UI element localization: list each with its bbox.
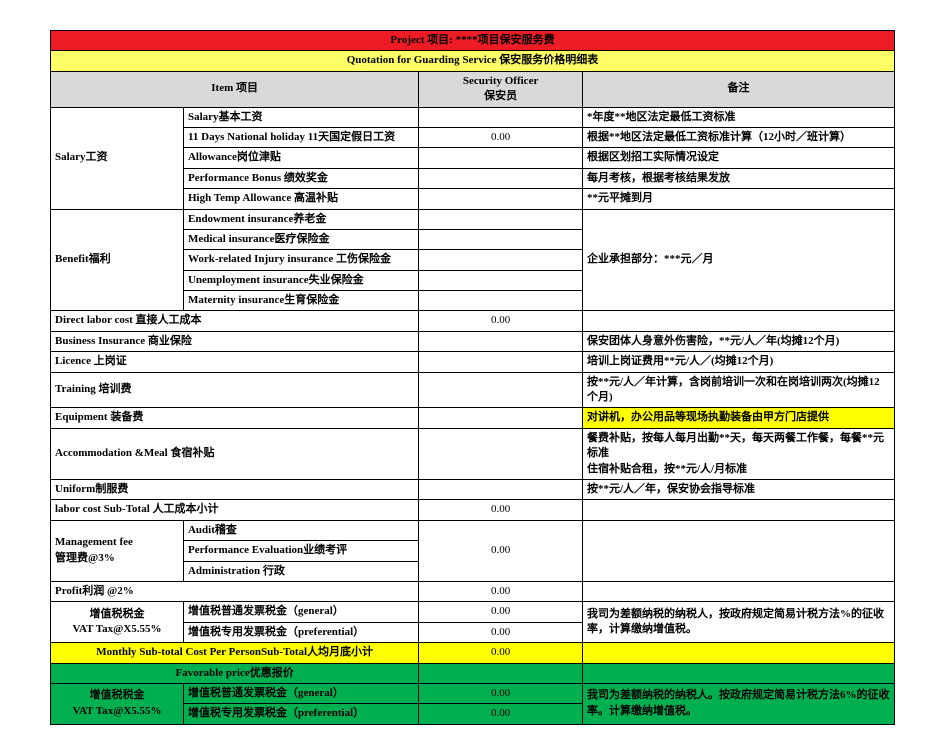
- accommodation-remark: 餐费补贴，按每人每月出勤**天，每天两餐工作餐，每餐**元标准 住宿补贴合租，按…: [582, 428, 894, 479]
- cell: [419, 352, 583, 372]
- labor-subtotal: labor cost Sub-Total 人工成本小计: [51, 500, 419, 520]
- cell: [582, 520, 894, 581]
- vat1-group: 增值税税金 VAT Tax@X5.55%: [51, 602, 184, 643]
- equipment: Equipment 装备费: [51, 408, 419, 428]
- mgmt-group: Management fee 管理费@3%: [51, 520, 184, 581]
- profit: Profit利润 @2%: [51, 581, 419, 601]
- salary-bonus-remark: 每月考核，根据考核结果发放: [582, 168, 894, 188]
- licence-remark: 培训上岗证费用**元/人／(均摊12个月): [582, 352, 894, 372]
- cell: [419, 428, 583, 479]
- vat1-general: 增值税普通发票税金（general）: [183, 602, 418, 622]
- cell: [419, 270, 583, 290]
- salary-hightemp: High Temp Allowance 高温补贴: [183, 189, 418, 209]
- cell: [419, 479, 583, 499]
- vat2-group: 增值税税金 VAT Tax@X5.55%: [51, 683, 184, 724]
- vat1-general-val: 0.00: [419, 602, 583, 622]
- benefit-unemployment: Unemployment insurance失业保险金: [183, 270, 418, 290]
- vat2-general-val: 0.00: [419, 683, 583, 703]
- uniform-remark: 按**元/人／年，保安协会指导标准: [582, 479, 894, 499]
- cell: [419, 331, 583, 351]
- cell: [419, 209, 583, 229]
- salary-bonus: Performance Bonus 绩效奖金: [183, 168, 418, 188]
- quotation-table: Project 项目: ****项目保安服务费 Quotation for Gu…: [50, 30, 895, 725]
- cell: [582, 663, 894, 683]
- vat2-pref: 增值税专用发票税金（preferential）: [183, 704, 418, 724]
- vat1-pref: 增值税专用发票税金（preferential）: [183, 622, 418, 642]
- cell: [419, 229, 583, 249]
- favorable-price: Favorable price优惠报价: [51, 663, 419, 683]
- cell: [419, 408, 583, 428]
- cell: [419, 663, 583, 683]
- labor-subtotal-val: 0.00: [419, 500, 583, 520]
- business-insurance-remark: 保安团体人身意外伤害险，**元/人／年(均摊12个月): [582, 331, 894, 351]
- col-remark: 备注: [582, 71, 894, 107]
- salary-allowance-remark: 根据区划招工实际情况设定: [582, 148, 894, 168]
- vat2-remark: 我司为差额纳税的纳税人。按政府规定简易计税方法6%的征收率。计算缴纳增值税。: [582, 683, 894, 724]
- cell: [419, 107, 583, 127]
- cell: [419, 372, 583, 408]
- salary-holiday: 11 Days National holiday 11天国定假日工资: [183, 127, 418, 147]
- direct-labor-val: 0.00: [419, 311, 583, 331]
- col-item: Item 项目: [51, 71, 419, 107]
- accommodation: Accommodation &Meal 食宿补贴: [51, 428, 419, 479]
- col-officer: Security Officer 保安员: [419, 71, 583, 107]
- cell: [582, 581, 894, 601]
- training-remark: 按**元/人／年计算，含岗前培训一次和在岗培训两次(均摊12个月): [582, 372, 894, 408]
- licence: Licence 上岗证: [51, 352, 419, 372]
- benefit-group: Benefit福利: [51, 209, 184, 311]
- monthly-subtotal-val: 0.00: [419, 643, 583, 663]
- vat1-pref-val: 0.00: [419, 622, 583, 642]
- cell: [582, 643, 894, 663]
- vat1-remark: 我司为差额纳税的纳税人，按政府规定简易计税方法%的征收率，计算缴纳增值税。: [582, 602, 894, 643]
- cell: [419, 148, 583, 168]
- uniform: Uniform制服费: [51, 479, 419, 499]
- benefit-endowment: Endowment insurance养老金: [183, 209, 418, 229]
- mgmt-perf: Performance Evaluation业绩考评: [183, 541, 418, 561]
- cell: [582, 500, 894, 520]
- benefit-medical: Medical insurance医疗保险金: [183, 229, 418, 249]
- vat2-pref-val: 0.00: [419, 704, 583, 724]
- cell: [582, 311, 894, 331]
- title-project: Project 项目: ****项目保安服务费: [51, 31, 895, 51]
- salary-group: Salary工资: [51, 107, 184, 209]
- monthly-subtotal: Monthly Sub-total Cost Per PersonSub-Tot…: [51, 643, 419, 663]
- salary-allowance: Allowance岗位津贴: [183, 148, 418, 168]
- training: Training 培训费: [51, 372, 419, 408]
- direct-labor: Direct labor cost 直接人工成本: [51, 311, 419, 331]
- salary-holiday-val: 0.00: [419, 127, 583, 147]
- cell: [419, 189, 583, 209]
- benefit-injury: Work-related Injury insurance 工伤保险金: [183, 250, 418, 270]
- mgmt-admin: Administration 行政: [183, 561, 418, 581]
- cell: [419, 291, 583, 311]
- salary-basic: Salary基本工资: [183, 107, 418, 127]
- business-insurance: Business Insurance 商业保险: [51, 331, 419, 351]
- salary-holiday-remark: 根据**地区法定最低工资标准计算（12小时／班计算）: [582, 127, 894, 147]
- salary-hightemp-remark: **元平摊到月: [582, 189, 894, 209]
- benefit-remark: 企业承担部分：***元／月: [582, 209, 894, 311]
- mgmt-val: 0.00: [419, 520, 583, 581]
- mgmt-audit: Audit稽查: [183, 520, 418, 540]
- benefit-maternity: Maternity insurance生育保险金: [183, 291, 418, 311]
- salary-basic-remark: *年度**地区法定最低工资标准: [582, 107, 894, 127]
- cell: [419, 250, 583, 270]
- profit-val: 0.00: [419, 581, 583, 601]
- vat2-general: 增值税普通发票税金（general）: [183, 683, 418, 703]
- equipment-remark: 对讲机，办公用品等现场执勤装备由甲方门店提供: [582, 408, 894, 428]
- cell: [419, 168, 583, 188]
- title-quotation: Quotation for Guarding Service 保安服务价格明细表: [51, 51, 895, 71]
